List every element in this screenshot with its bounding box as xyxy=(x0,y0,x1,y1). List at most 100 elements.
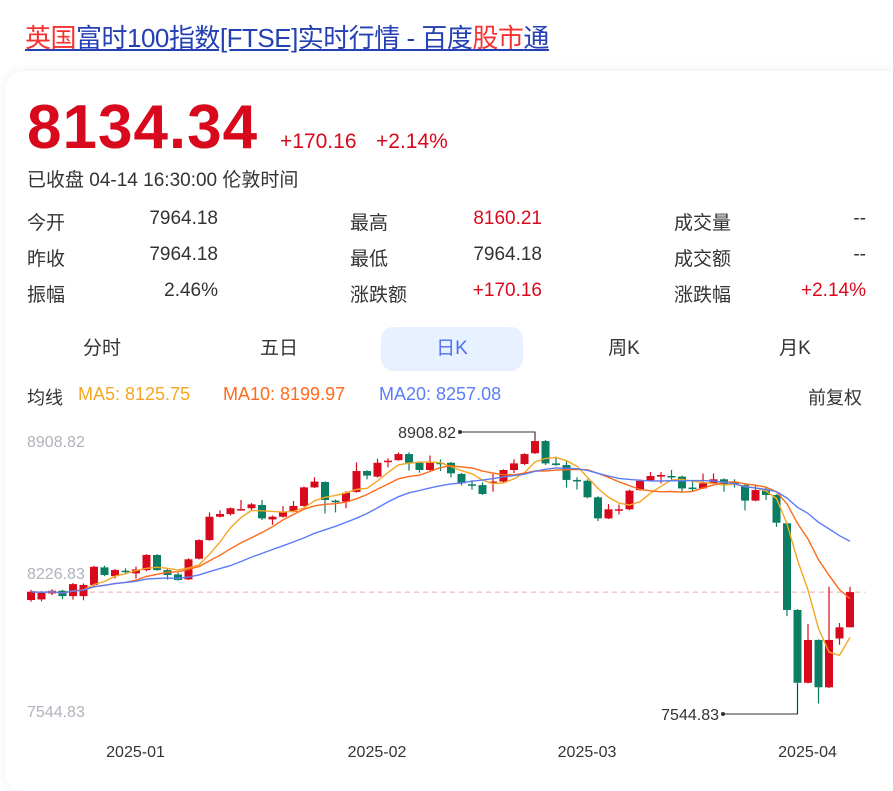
stat-value: +2.14% xyxy=(801,280,866,301)
candle-body xyxy=(783,523,791,610)
candle-body xyxy=(762,490,770,496)
max-annotation-label: 8908.82 xyxy=(398,425,456,442)
candle-body xyxy=(373,462,382,477)
candle-body xyxy=(835,627,844,639)
candle-body xyxy=(804,639,812,683)
stat-value: 7964.18 xyxy=(473,244,542,265)
candle-body xyxy=(153,554,161,571)
candle-body xyxy=(384,460,392,463)
candle-body xyxy=(552,463,560,466)
candle-body xyxy=(69,584,77,597)
price-change: +170.16 xyxy=(280,130,357,153)
candle-body xyxy=(216,514,224,517)
y-axis-label: 8226.83 xyxy=(27,566,85,583)
current-price: 8134.34 xyxy=(27,93,259,162)
candle-body xyxy=(793,609,802,683)
candle-body xyxy=(415,462,424,471)
candle-body xyxy=(583,480,592,498)
candle-body xyxy=(667,475,676,478)
stat-value: 7964.18 xyxy=(149,208,218,229)
candle-body xyxy=(531,441,539,454)
candle-body xyxy=(457,473,466,484)
candle-body xyxy=(405,454,413,463)
candle-body xyxy=(657,474,665,477)
candle-body xyxy=(27,591,35,601)
stat-label: 最高 xyxy=(350,213,389,234)
title-part: 富时100指数[FTSE]实时行情 - 百度 xyxy=(76,23,473,53)
candle-body xyxy=(604,509,613,519)
min-annotation-label: 7544.83 xyxy=(661,707,719,724)
x-axis-label: 2025-01 xyxy=(106,744,165,761)
tab-4[interactable]: 月K xyxy=(779,338,811,359)
candle-body xyxy=(625,490,634,510)
candle-body xyxy=(646,475,655,481)
candle-body xyxy=(814,639,823,688)
candle-body xyxy=(499,470,508,482)
stat-value: +170.16 xyxy=(472,280,542,301)
title-part: 通 xyxy=(523,23,549,53)
candle-body xyxy=(426,462,434,471)
candle-body xyxy=(268,516,277,520)
candle-body xyxy=(237,509,245,511)
tab-3[interactable]: 周K xyxy=(608,338,640,359)
tab-2[interactable]: 日K xyxy=(381,327,523,371)
candle-body xyxy=(772,495,781,523)
min-annotation-line xyxy=(723,684,798,715)
stat-label: 成交量 xyxy=(674,213,732,234)
x-axis-label: 2025-04 xyxy=(778,744,837,761)
stat-label: 昨收 xyxy=(27,249,66,270)
page-title-link[interactable]: 英国富时100指数[FTSE]实时行情 - 百度股市通 xyxy=(25,18,549,55)
ma20-value: MA20: 8257.08 xyxy=(379,384,502,404)
candle-body xyxy=(688,487,697,490)
tab-0[interactable]: 分时 xyxy=(82,338,121,359)
candle-body xyxy=(300,487,308,506)
ma20-line xyxy=(30,467,851,594)
x-axis-label: 2025-02 xyxy=(348,744,407,761)
ma5-line xyxy=(30,456,851,657)
candle-body xyxy=(394,454,403,461)
candle-body xyxy=(573,479,581,482)
stat-value: 8160.21 xyxy=(473,208,542,229)
candle-body xyxy=(132,569,140,574)
candle-body xyxy=(195,540,203,559)
tab-1[interactable]: 五日 xyxy=(259,338,298,359)
candle-body xyxy=(205,516,214,541)
min-annotation-dot xyxy=(721,712,725,716)
candle-body xyxy=(310,481,319,488)
candle-body xyxy=(562,465,571,480)
candle-body xyxy=(121,570,130,573)
adjust-toggle[interactable]: 前复权 xyxy=(808,388,862,408)
candle-body xyxy=(478,485,487,494)
candle-body xyxy=(541,441,550,464)
candle-body xyxy=(520,454,529,465)
candle-body xyxy=(363,471,371,476)
candle-body xyxy=(247,504,256,509)
y-axis-label: 7544.83 xyxy=(27,704,85,721)
candle-body xyxy=(436,462,445,465)
ma5-value: MA5: 8125.75 xyxy=(78,384,191,404)
ma10-line xyxy=(30,464,851,600)
candle-body xyxy=(825,639,833,688)
stat-value: 2.46% xyxy=(164,280,218,301)
title-part: 英国 xyxy=(25,23,77,53)
candle-body xyxy=(331,500,340,503)
quote-card xyxy=(5,71,893,791)
price-change-pct: +2.14% xyxy=(376,130,448,153)
candle-body xyxy=(90,566,98,585)
candle-body xyxy=(174,574,182,580)
stat-label: 涨跌额 xyxy=(350,285,408,306)
stat-label: 振幅 xyxy=(27,285,66,306)
candle-body xyxy=(352,471,361,492)
max-annotation-line xyxy=(460,431,536,440)
candle-body xyxy=(699,483,707,489)
candle-body xyxy=(447,462,455,474)
stat-value: -- xyxy=(853,208,866,229)
candle-body xyxy=(636,480,644,491)
candle-body xyxy=(468,484,476,486)
stat-label: 涨跌幅 xyxy=(674,285,732,306)
stat-value: 7964.18 xyxy=(149,244,218,265)
market-status: 已收盘 04-14 16:30:00 伦敦时间 xyxy=(27,170,299,191)
candle-body xyxy=(342,492,350,502)
candle-body xyxy=(37,592,46,600)
